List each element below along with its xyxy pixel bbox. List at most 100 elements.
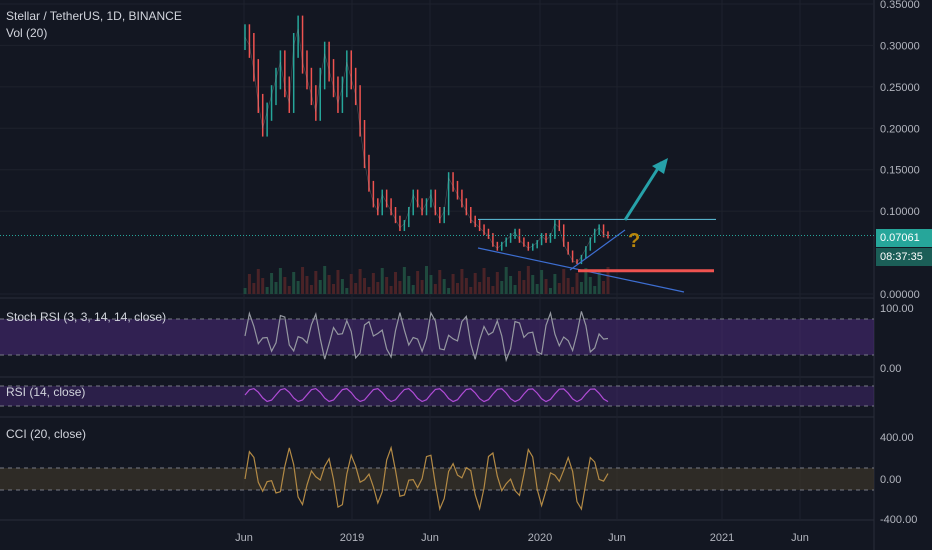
rsi-band (0, 386, 874, 406)
price-line (244, 28, 609, 263)
volume-bar (402, 267, 406, 294)
volume-bar (323, 266, 327, 294)
volume-bar (380, 268, 384, 294)
arrow-head (652, 158, 668, 174)
volume-bar (540, 270, 544, 294)
cci-tick-label: 400.00 (880, 432, 914, 444)
volume-bar (416, 271, 420, 294)
volume-bar (301, 267, 305, 294)
volume-bar (579, 282, 583, 294)
volume-legend: Vol (20) (6, 26, 48, 40)
question-mark: ? (628, 230, 640, 252)
volume-bar (575, 273, 579, 294)
cci-panel (0, 445, 874, 512)
y-tick-label: 0.20000 (880, 123, 920, 135)
volume-bar (407, 276, 411, 294)
volume-bar (553, 274, 557, 294)
x-tick-label: 2020 (528, 532, 552, 544)
volume-bar (522, 280, 526, 294)
volume-bar (261, 278, 265, 294)
volume-bar (562, 269, 566, 294)
volume-bar (318, 280, 322, 294)
volume-bar (398, 281, 402, 294)
x-tick-label: Jun (421, 532, 439, 544)
volume-bar (482, 268, 486, 294)
volume-bar (504, 267, 508, 294)
volume-bar (385, 277, 389, 294)
volume-bar (548, 288, 552, 294)
cci-legend: CCI (20, close) (6, 427, 87, 441)
volume-bar (486, 277, 490, 294)
cci-tick-label: 0.00 (880, 474, 901, 486)
volume-bar (571, 287, 575, 294)
rsi-line (244, 387, 609, 403)
rsi-legend: RSI (14, close) (6, 385, 86, 399)
volume-bar (305, 276, 309, 294)
volume-bar (283, 277, 287, 294)
volume-bar (345, 288, 349, 294)
volume-bar (473, 273, 477, 294)
cci-band (0, 468, 874, 490)
volume-bar (584, 268, 588, 294)
stoch-tick-label: 0.00 (880, 363, 901, 375)
stoch-rsi-panel (0, 310, 874, 363)
drawing-tools: ? (0, 158, 874, 293)
volume-bar (513, 285, 517, 294)
volume-bar (371, 273, 375, 294)
cci-line (244, 445, 609, 512)
volume-bar (411, 285, 415, 294)
y-tick-label: 0.35000 (880, 0, 920, 11)
volume-bar (429, 275, 433, 294)
rsi-panel (0, 385, 874, 407)
volume-bar (349, 274, 353, 294)
cci-tick-label: -400.00 (880, 514, 917, 526)
axes: Jun 2019 Jun 2020 Jun 2021 Jun 0.35000 0.30000 0.… (235, 0, 920, 544)
volume-bar (442, 279, 446, 294)
x-tick-label: 2019 (340, 532, 364, 544)
x-tick-label: Jun (235, 532, 253, 544)
volume-bar (296, 281, 300, 294)
y-tick-label: 0.25000 (880, 82, 920, 94)
volume-bar (566, 278, 570, 294)
volume-bar (495, 272, 499, 294)
volume-bar (517, 271, 521, 294)
volume-bar (531, 275, 535, 294)
volume-bar (451, 274, 455, 294)
volume-bar (332, 284, 336, 294)
stoch-k-line (244, 310, 609, 363)
volume-bar (588, 277, 592, 294)
volume-bar (455, 283, 459, 294)
volume-bar (469, 287, 473, 294)
symbol-title: Stellar / TetherUS, 1D, BINANCE (6, 9, 182, 23)
x-tick-label: Jun (608, 532, 626, 544)
stoch-rsi-legend: Stoch RSI (3, 3, 14, 14, close) (6, 310, 167, 324)
stoch-band (0, 319, 874, 355)
y-tick-label: 0.30000 (880, 40, 920, 52)
countdown-tag: 08:37:35 (876, 248, 932, 266)
x-tick-label: Jun (791, 532, 809, 544)
last-price-tag: 0.07061 (876, 229, 932, 247)
volume-bar (247, 274, 251, 294)
stoch-tick-label: 100.00 (880, 303, 914, 315)
volume-bar (367, 287, 371, 294)
volume-bars (243, 266, 610, 294)
volume-bar (438, 270, 442, 294)
y-tick-label: 0.10000 (880, 206, 920, 218)
volume-bar (509, 276, 513, 294)
volume-bar (597, 272, 601, 294)
volume-bar (327, 275, 331, 294)
volume-bar (265, 287, 269, 294)
volume-bar (363, 278, 367, 294)
volume-bar (270, 273, 274, 294)
volume-bar (420, 280, 424, 294)
volume-bar (274, 282, 278, 294)
volume-bar (256, 269, 260, 294)
volume-bar (447, 288, 451, 294)
volume-bar (526, 266, 530, 294)
rising-trendline (569, 229, 626, 271)
volume-bar (557, 283, 561, 294)
volume-bar (544, 279, 548, 294)
volume-bar (535, 284, 539, 294)
volume-bar (593, 286, 597, 294)
